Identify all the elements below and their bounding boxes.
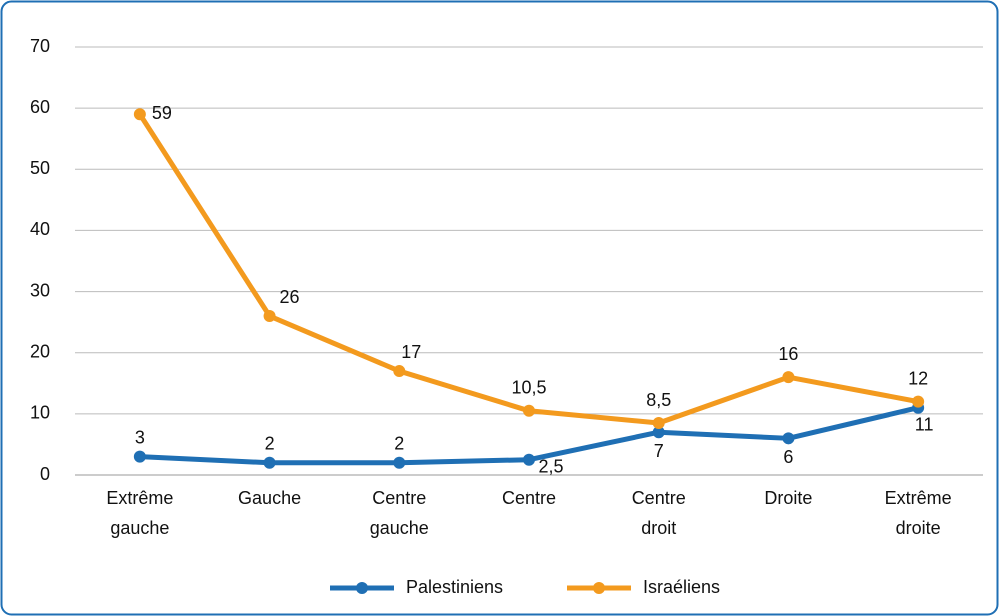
- x-tick-label-line: Centre: [372, 488, 426, 508]
- marker: [133, 450, 146, 463]
- legend-label: Palestiniens: [406, 577, 503, 597]
- marker: [652, 417, 665, 430]
- x-tick-label-line: droite: [896, 518, 941, 538]
- x-tick-label-line: droit: [641, 518, 676, 538]
- y-tick-label: 50: [30, 158, 50, 178]
- y-tick-label: 70: [30, 36, 50, 56]
- x-tick-label: Centre droit: [632, 488, 686, 538]
- value-label: 59: [152, 103, 172, 123]
- value-label: 2,5: [538, 456, 563, 476]
- marker: [523, 453, 535, 466]
- marker: [393, 456, 406, 469]
- value-label: 7: [654, 441, 664, 461]
- x-tick-label-line: Centre: [502, 488, 556, 508]
- legend-marker: [593, 582, 605, 594]
- marker: [782, 371, 795, 384]
- marker: [782, 432, 795, 445]
- y-tick-label: 20: [30, 341, 50, 361]
- x-tick-label: Gauche: [238, 488, 301, 508]
- value-label: 10,5: [511, 378, 546, 398]
- y-tick-label: 10: [30, 403, 50, 423]
- y-tick-label: 40: [30, 219, 50, 239]
- value-label: 12: [908, 368, 928, 388]
- y-tick-label: 30: [30, 280, 50, 300]
- y-tick-label: 60: [30, 97, 50, 117]
- marker: [393, 365, 406, 378]
- value-label: 2: [394, 434, 404, 454]
- x-tick-label: Extrême droite: [885, 488, 952, 538]
- value-label: 17: [401, 342, 421, 362]
- marker: [523, 404, 535, 417]
- marker: [263, 310, 276, 323]
- x-tick-label: Centre: [502, 488, 556, 508]
- value-label: 3: [135, 427, 145, 447]
- value-label: 26: [280, 287, 300, 307]
- marker: [263, 456, 276, 469]
- value-label: 11: [915, 414, 934, 434]
- x-tick-label-line: Extrême: [885, 488, 952, 508]
- value-label: 2: [265, 434, 275, 454]
- x-tick-label-line: gauche: [110, 518, 169, 538]
- x-tick-label-line: Extrême: [106, 488, 173, 508]
- x-tick-label: Extrême gauche: [106, 488, 173, 538]
- marker: [133, 108, 146, 121]
- x-tick-label-line: Gauche: [238, 488, 301, 508]
- value-label: 8,5: [646, 390, 671, 410]
- marker: [912, 395, 925, 408]
- marker: [652, 426, 665, 439]
- x-tick-label-line: Centre: [632, 488, 686, 508]
- legend-label: Israéliens: [643, 577, 720, 597]
- x-tick-label: Centre gauche: [370, 488, 429, 538]
- x-tick-label: Droite: [764, 488, 812, 508]
- y-tick-label: 0: [40, 464, 50, 484]
- x-tick-label-line: Droite: [764, 488, 812, 508]
- value-label: 6: [783, 447, 793, 467]
- x-tick-label-line: gauche: [370, 518, 429, 538]
- value-label: 16: [778, 344, 798, 364]
- legend-marker: [356, 582, 368, 594]
